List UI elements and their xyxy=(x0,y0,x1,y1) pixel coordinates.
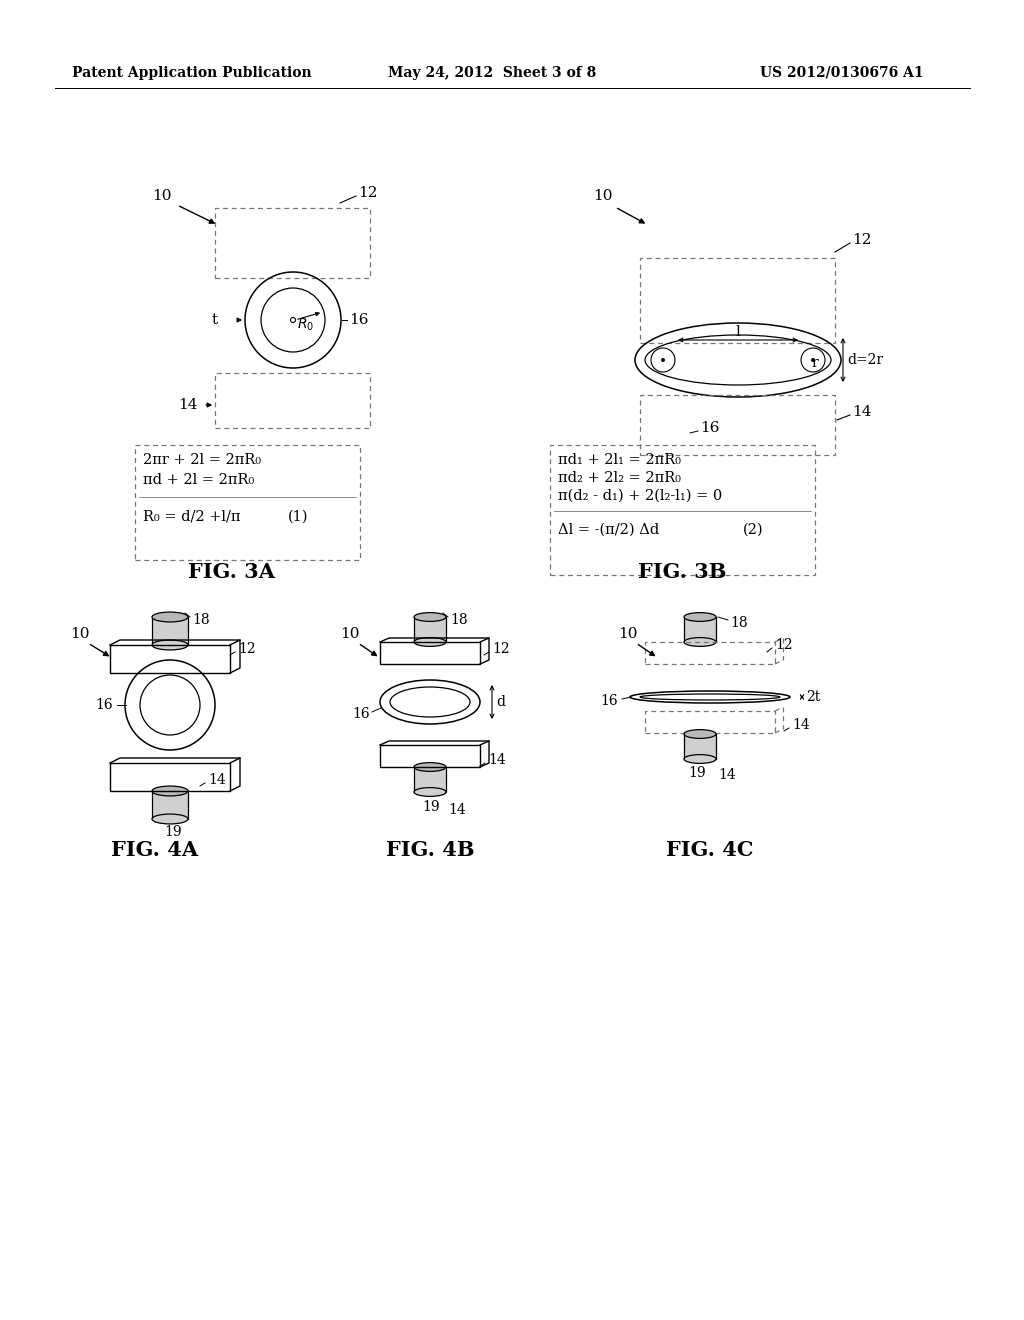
Ellipse shape xyxy=(414,788,446,796)
Ellipse shape xyxy=(414,638,446,647)
Ellipse shape xyxy=(152,814,188,824)
Bar xyxy=(135,445,360,560)
Bar xyxy=(414,767,446,792)
Text: 18: 18 xyxy=(193,612,210,627)
Text: 16: 16 xyxy=(95,698,113,711)
Bar xyxy=(550,445,815,576)
Text: 14: 14 xyxy=(178,399,198,412)
Text: 19: 19 xyxy=(422,800,439,814)
Text: 14: 14 xyxy=(718,768,736,781)
Text: FIG. 4B: FIG. 4B xyxy=(386,840,474,861)
Bar xyxy=(640,395,835,455)
Ellipse shape xyxy=(684,612,716,622)
Text: 19: 19 xyxy=(688,766,706,780)
Text: 16: 16 xyxy=(600,694,617,708)
Text: May 24, 2012  Sheet 3 of 8: May 24, 2012 Sheet 3 of 8 xyxy=(388,66,596,81)
Bar xyxy=(684,616,716,642)
Text: r: r xyxy=(811,356,818,370)
Text: 18: 18 xyxy=(450,612,468,627)
Text: 14: 14 xyxy=(488,752,506,767)
Ellipse shape xyxy=(152,640,188,649)
Ellipse shape xyxy=(684,755,716,763)
Text: 12: 12 xyxy=(775,638,793,652)
Ellipse shape xyxy=(684,730,716,738)
Bar xyxy=(645,711,775,733)
Text: (1): (1) xyxy=(288,510,308,524)
Bar xyxy=(414,616,446,642)
Text: 18: 18 xyxy=(730,616,748,630)
Text: 10: 10 xyxy=(593,189,612,203)
Bar xyxy=(152,616,188,645)
Bar xyxy=(684,734,716,759)
Text: πd₂ + 2l₂ = 2πR₀: πd₂ + 2l₂ = 2πR₀ xyxy=(558,471,681,484)
Text: Δl = -(π/2) Δd: Δl = -(π/2) Δd xyxy=(558,523,659,537)
Text: Patent Application Publication: Patent Application Publication xyxy=(72,66,311,81)
Text: FIG. 4C: FIG. 4C xyxy=(667,840,754,861)
Text: 14: 14 xyxy=(852,405,871,418)
Circle shape xyxy=(662,358,665,362)
Text: 10: 10 xyxy=(618,627,638,642)
Text: 12: 12 xyxy=(852,234,871,247)
Text: l: l xyxy=(735,325,740,339)
Text: 12: 12 xyxy=(238,642,256,656)
Text: 10: 10 xyxy=(340,627,359,642)
Text: 19: 19 xyxy=(164,825,181,840)
Text: (2): (2) xyxy=(743,523,764,537)
Text: 10: 10 xyxy=(152,189,171,203)
Ellipse shape xyxy=(684,638,716,647)
Text: R₀ = d/2 +l/π: R₀ = d/2 +l/π xyxy=(143,510,241,524)
Text: 2t: 2t xyxy=(806,690,820,704)
Text: $R_0$: $R_0$ xyxy=(297,317,314,333)
Text: 16: 16 xyxy=(700,421,720,436)
Ellipse shape xyxy=(414,763,446,771)
Text: πd₁ + 2l₁ = 2πR₀: πd₁ + 2l₁ = 2πR₀ xyxy=(558,453,681,467)
Text: FIG. 3A: FIG. 3A xyxy=(187,562,274,582)
Text: 14: 14 xyxy=(449,803,466,817)
Ellipse shape xyxy=(152,612,188,622)
Text: 2πr + 2l = 2πR₀: 2πr + 2l = 2πR₀ xyxy=(143,453,261,467)
Text: π(d₂ - d₁) + 2(l₂-l₁) = 0: π(d₂ - d₁) + 2(l₂-l₁) = 0 xyxy=(558,488,722,503)
Bar xyxy=(215,374,370,428)
Text: 16: 16 xyxy=(349,313,369,327)
Text: 14: 14 xyxy=(208,774,225,787)
Ellipse shape xyxy=(152,785,188,796)
Text: 12: 12 xyxy=(358,186,378,201)
Text: d=2r: d=2r xyxy=(847,352,883,367)
Text: 12: 12 xyxy=(492,642,510,656)
Circle shape xyxy=(811,358,815,362)
Text: t: t xyxy=(212,313,218,327)
Bar xyxy=(645,642,775,664)
Text: πd + 2l = 2πR₀: πd + 2l = 2πR₀ xyxy=(143,473,254,487)
Bar xyxy=(152,791,188,818)
Bar xyxy=(640,257,835,343)
Text: 16: 16 xyxy=(352,708,370,721)
Text: FIG. 3B: FIG. 3B xyxy=(638,562,726,582)
Text: 14: 14 xyxy=(792,718,810,733)
Text: FIG. 4A: FIG. 4A xyxy=(112,840,199,861)
Bar xyxy=(215,209,370,279)
Text: 10: 10 xyxy=(70,627,89,642)
Ellipse shape xyxy=(414,612,446,622)
Text: US 2012/0130676 A1: US 2012/0130676 A1 xyxy=(760,66,924,81)
Text: d: d xyxy=(496,696,505,709)
